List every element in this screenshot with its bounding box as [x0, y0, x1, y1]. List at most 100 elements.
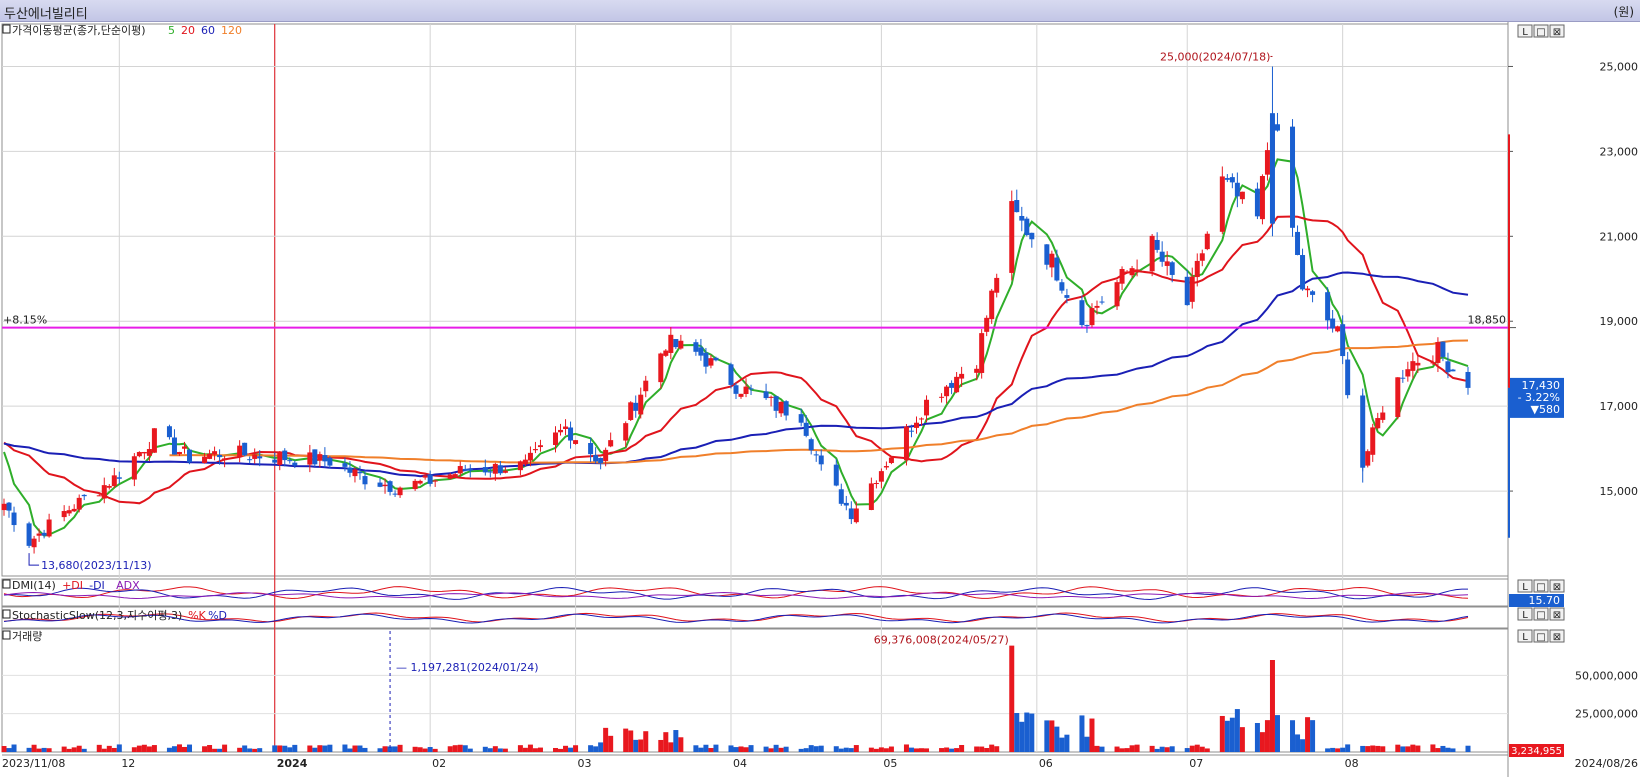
candle-body [833, 464, 839, 486]
volume-bar [703, 744, 709, 752]
candle [427, 470, 433, 487]
volume-bar [527, 744, 533, 752]
volume-bar [1219, 715, 1225, 752]
volume-bar [908, 747, 914, 752]
stoch-panel-button[interactable] [1533, 607, 1549, 621]
current-price-box [1509, 377, 1564, 418]
candle-body [913, 422, 919, 428]
candle [984, 315, 990, 337]
volume-bar [1380, 746, 1386, 752]
candle [628, 401, 634, 421]
candle-body [803, 422, 809, 436]
candle-body [146, 449, 152, 456]
volume-bar [873, 748, 879, 752]
candle [1084, 324, 1090, 333]
candle-body [1445, 361, 1451, 373]
volume-bar [36, 748, 42, 752]
candle-body [733, 385, 739, 394]
candle [643, 375, 649, 398]
volume-bar [558, 748, 564, 752]
volume-panel-button-label: ⊠ [1553, 632, 1561, 643]
candle-body [1305, 288, 1311, 291]
candle-body [919, 418, 925, 420]
candle-body [1084, 325, 1090, 327]
volume-bar [1014, 713, 1020, 752]
candle [1365, 449, 1371, 468]
candle [638, 387, 644, 419]
candle [136, 451, 142, 458]
dmi-panel-button[interactable] [1533, 579, 1549, 593]
volume-bar [31, 744, 37, 752]
volume-panel-button[interactable] [1517, 629, 1533, 643]
volume-bar [959, 744, 965, 752]
candle [387, 480, 393, 496]
candle-body [1014, 200, 1020, 213]
volume-bar [101, 748, 107, 752]
candle-body [382, 484, 388, 487]
volume-bar [317, 745, 323, 752]
candle-body [848, 508, 854, 520]
candle-body [1149, 235, 1155, 272]
candle-body [422, 475, 428, 478]
price-panel-button[interactable] [1549, 24, 1565, 38]
x-tick-label: 04 [733, 757, 747, 770]
stoch-panel-button[interactable] [1549, 607, 1565, 621]
candle [588, 437, 594, 463]
y-tick-label: 15,000 [1600, 485, 1639, 498]
dmi-label: DMI(14) [12, 579, 56, 592]
volume-bar [1084, 736, 1090, 752]
candle [497, 460, 503, 476]
candle [763, 383, 769, 400]
candle [1199, 249, 1205, 267]
candle [563, 419, 569, 436]
candle [733, 382, 739, 400]
volume-bar [1009, 645, 1015, 752]
volume-bar [763, 746, 769, 752]
dmi-panel-button[interactable] [1517, 579, 1533, 593]
volume-bar [71, 747, 77, 752]
candle [808, 437, 814, 455]
stock-chart[interactable]: 2023/11/08 12 2024 02 03 04 05 06 07 08 2024/08/26… [0, 22, 1640, 777]
candle [272, 452, 278, 465]
candle-body [698, 347, 704, 356]
stoch-legend: StochasticSlow(12,3,지수이평,3) %K %D [2, 609, 227, 622]
candle-body [242, 442, 248, 456]
candle [1124, 270, 1130, 274]
volume-bar [603, 727, 609, 752]
candle [1024, 216, 1030, 237]
candle [1019, 206, 1025, 232]
candle [292, 460, 298, 469]
volume-panel-button[interactable] [1549, 629, 1565, 643]
volume-bar [984, 748, 990, 752]
stoch-d [3, 613, 1469, 624]
volume-bar [1024, 712, 1030, 752]
volume-panel-button[interactable] [1533, 629, 1549, 643]
candle-body [1059, 282, 1065, 291]
candle-body [1239, 191, 1245, 200]
price-panel-button[interactable] [1517, 24, 1533, 38]
candle-body [432, 480, 438, 482]
candle [848, 501, 854, 525]
candle [949, 380, 955, 395]
candle-body [628, 402, 634, 420]
candle [573, 440, 579, 445]
candle-body [1450, 369, 1456, 372]
volume-bar [237, 747, 243, 752]
candle [1290, 119, 1296, 237]
candle [1295, 225, 1301, 256]
candle [1149, 233, 1155, 277]
candle-body [447, 474, 453, 479]
price-panel-button[interactable] [1533, 24, 1549, 38]
volume-bar [838, 748, 844, 752]
stoch-panel-button[interactable] [1517, 607, 1533, 621]
dmi-panel-button[interactable] [1549, 579, 1565, 593]
candle-body [457, 466, 463, 474]
candle [141, 451, 147, 460]
volume-bar [1204, 748, 1210, 752]
price-legend: 가격이동평균(종가,단순이평) 5 20 60 120 [2, 24, 242, 37]
volume-bar [1094, 745, 1100, 752]
volume-bar [392, 746, 398, 752]
candle-body [1410, 361, 1416, 371]
dmi-value-box [1509, 594, 1564, 607]
candle-body [1159, 251, 1165, 262]
